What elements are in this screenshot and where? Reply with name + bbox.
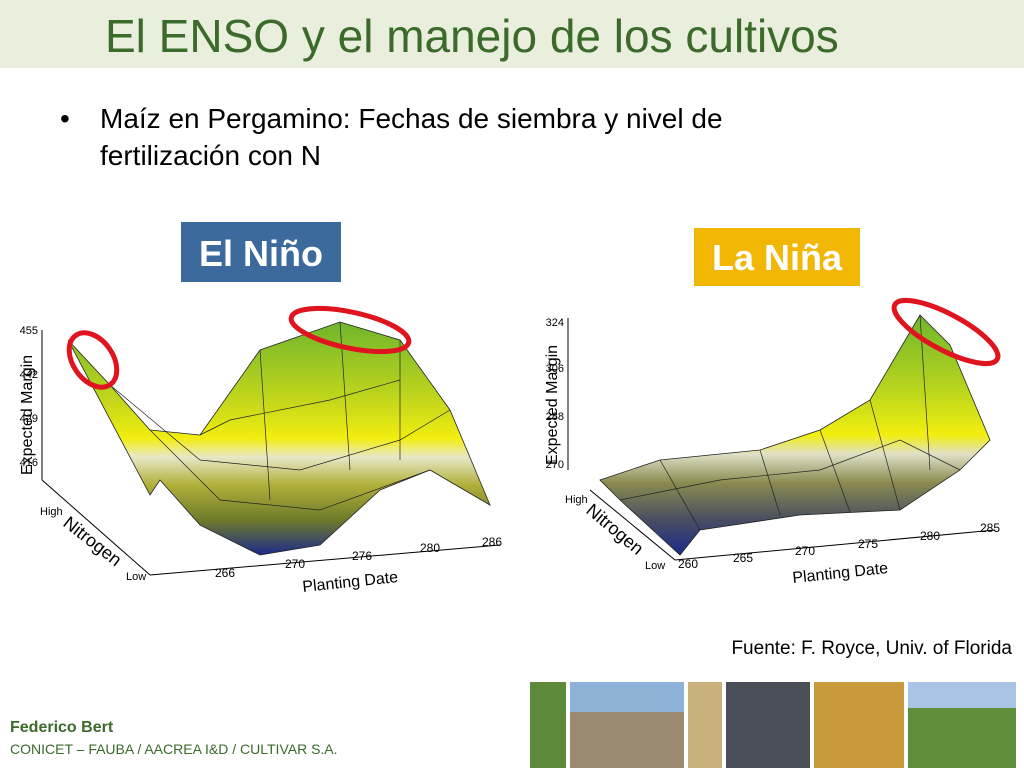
axis-line — [589, 489, 676, 561]
plot-label: El Niño — [199, 233, 323, 274]
photo — [570, 682, 684, 712]
x-tick-label: 266 — [215, 566, 235, 580]
x-tick-label: 286 — [482, 535, 502, 549]
y-tick-label: 455 — [20, 325, 38, 337]
depth-label: Low — [645, 560, 665, 572]
surface — [67, 321, 491, 556]
depth-axis-label: Nitrogen — [60, 512, 126, 570]
depth-label: High — [40, 506, 63, 518]
bullet-dot: • — [60, 103, 70, 134]
label-box — [694, 228, 860, 286]
highlight — [288, 305, 412, 355]
x-tick-label: 280 — [920, 529, 940, 543]
x-tick-label: 270 — [795, 544, 815, 558]
y-axis-label: Expected Margin — [19, 355, 36, 475]
photo — [726, 682, 810, 768]
surface-plot: 455 442 429 416 Expected Margin High Nit… — [19, 305, 502, 596]
y-tick-label: 429 — [20, 413, 38, 425]
y-tick-label: 416 — [20, 457, 38, 469]
title-bar — [0, 0, 1024, 68]
axis-line — [41, 479, 151, 576]
photo — [688, 682, 722, 768]
y-tick-label: 270 — [546, 459, 564, 471]
bullet-text: Maíz en Pergamino: Fechas de siembra y n… — [100, 103, 723, 134]
x-tick-label: 275 — [858, 537, 878, 551]
y-axis-label: Expected Margin — [544, 345, 561, 465]
source: Fuente: F. Royce, Univ. of Florida — [731, 638, 1012, 659]
y-tick-label: 324 — [546, 317, 564, 329]
x-tick-label: 265 — [733, 551, 753, 565]
y-tick-label: 288 — [546, 411, 564, 423]
bullet-text: fertilización con N — [100, 140, 321, 171]
mesh — [109, 321, 451, 511]
photo — [530, 682, 566, 768]
y-tick-label: 442 — [20, 369, 38, 381]
x-tick-label: 260 — [678, 557, 698, 571]
axis-line — [149, 544, 501, 576]
depth-label: High — [565, 494, 588, 506]
surface — [599, 314, 991, 556]
footer-affiliation: CONICET – FAUBA / AACREA I&D / CULTIVAR … — [10, 741, 338, 757]
x-axis-label: Planting Date — [792, 560, 889, 587]
x-tick-label: 276 — [352, 549, 372, 563]
label-box — [181, 222, 341, 282]
depth-label: Low — [126, 571, 146, 583]
surface-plot: 324 306 288 270 Expected Margin High Nit… — [544, 297, 1001, 587]
x-tick-label: 270 — [285, 557, 305, 571]
axis-line — [674, 529, 996, 561]
y-tick-label: 306 — [546, 363, 564, 375]
photo-strip — [530, 682, 1016, 768]
photo — [814, 682, 904, 768]
footer-author: Federico Bert — [10, 719, 114, 736]
highlight — [891, 297, 1001, 367]
mesh — [619, 314, 961, 531]
x-axis-label: Planting Date — [302, 569, 399, 596]
photo — [908, 682, 1016, 708]
x-tick-label: 285 — [980, 521, 1000, 535]
title: El ENSO y el manejo de los cultivos — [105, 10, 839, 62]
plot-label: La Niña — [712, 237, 843, 278]
highlight — [66, 330, 120, 390]
x-tick-label: 280 — [420, 541, 440, 555]
